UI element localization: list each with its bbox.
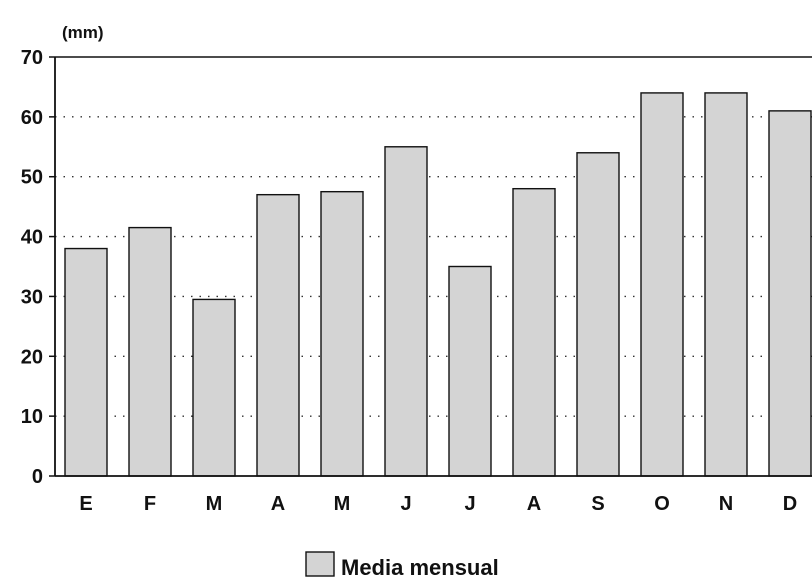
y-tick-label: 40 [21, 227, 43, 249]
x-tick-label: J [400, 493, 411, 515]
y-tick-label: 20 [21, 346, 43, 368]
y-tick-label: 10 [21, 406, 43, 428]
bar [384, 146, 428, 477]
x-tick-label: S [591, 493, 604, 515]
bar [576, 152, 620, 477]
legend-label: Media mensual [341, 555, 499, 580]
bar [192, 298, 236, 477]
x-tick-label: D [783, 493, 797, 515]
x-tick-label: N [719, 493, 733, 515]
y-unit-label: (mm) [62, 23, 104, 42]
x-tick-label: J [464, 493, 475, 515]
legend: Media mensual [305, 551, 499, 580]
axes [49, 56, 812, 477]
x-tick-label: M [334, 493, 351, 515]
y-tick-label: 70 [21, 47, 43, 69]
bar [448, 265, 492, 477]
x-tick-label: M [206, 493, 223, 515]
x-tick-label: A [271, 493, 285, 515]
bar [256, 193, 300, 477]
y-tick-label: 0 [32, 466, 43, 488]
y-tick-label: 50 [21, 167, 43, 189]
x-tick-label: E [79, 493, 92, 515]
y-tick-labels: 0 10 20 30 40 50 60 70 [21, 47, 43, 488]
y-tick-label: 60 [21, 107, 43, 129]
bar [704, 92, 748, 477]
y-tick-label: 30 [21, 286, 43, 308]
x-tick-label: F [144, 493, 156, 515]
legend-swatch [305, 551, 335, 577]
bar [640, 92, 684, 477]
bars [64, 92, 812, 477]
x-tick-label: A [527, 493, 541, 515]
bar [768, 110, 812, 477]
x-tick-label: O [654, 493, 670, 515]
bar [512, 187, 556, 477]
bar [64, 247, 108, 477]
bar [128, 226, 172, 477]
bar [320, 190, 364, 477]
